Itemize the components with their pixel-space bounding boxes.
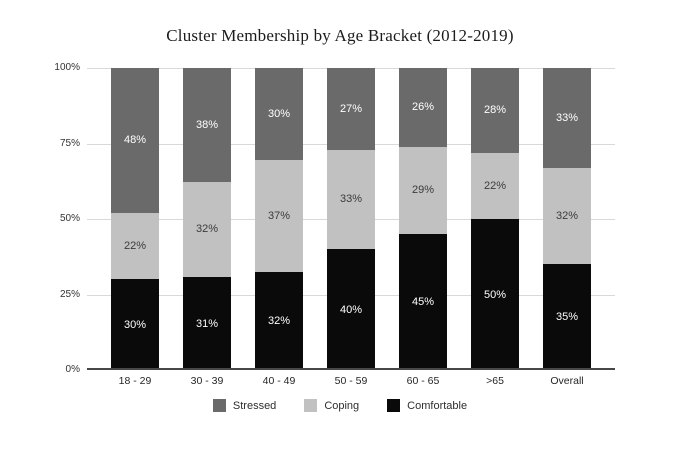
bar-segment: 22% — [471, 152, 519, 219]
legend: Stressed Coping Comfortable — [0, 399, 680, 412]
legend-item: Stressed — [212, 399, 277, 412]
bar-segment: 26% — [399, 68, 447, 147]
bar-column: 50% 22% 28% — [459, 68, 531, 370]
bar-segment: 32% — [255, 272, 303, 370]
bar-segment-label: 30% — [123, 318, 147, 331]
bar-segment: 37% — [255, 159, 303, 273]
legend-item: Coping — [304, 399, 359, 412]
bar-segment: 28% — [471, 68, 519, 153]
bar-segment: 31% — [183, 277, 231, 370]
bar-segment-label: 30% — [267, 107, 291, 120]
bar-column: 35% 32% 33% — [531, 68, 603, 370]
bar: 45% 29% 26% — [399, 68, 447, 370]
bar-segment-label: 31% — [195, 317, 219, 330]
x-tick-label: Overall — [550, 375, 584, 387]
legend-label: Comfortable — [407, 399, 468, 412]
bar-segment: 30% — [111, 279, 159, 370]
bar-segment-label: 28% — [483, 104, 507, 117]
bar-segment: 27% — [327, 68, 375, 150]
y-tick-label: 0% — [65, 364, 80, 375]
bar-segment: 40% — [327, 249, 375, 370]
x-tick-label: 30 - 39 — [190, 375, 224, 387]
bar-segment-label: 22% — [123, 240, 147, 253]
bar-segment: 50% — [471, 219, 519, 370]
bar-segment: 30% — [255, 68, 303, 160]
bar-segment-label: 40% — [339, 303, 363, 316]
bar-segment: 29% — [399, 146, 447, 235]
bar-segment-label: 35% — [555, 311, 579, 324]
bar-segment: 38% — [183, 68, 231, 182]
bar-segment: 32% — [183, 181, 231, 278]
bar-segment-label: 33% — [339, 193, 363, 206]
bar-segment-label: 32% — [195, 223, 219, 236]
bar-segment-label: 22% — [483, 179, 507, 192]
bar-segment: 32% — [543, 167, 591, 265]
bar-column: 32% 37% 30% — [243, 68, 315, 370]
x-tick-label: 40 - 49 — [262, 375, 296, 387]
bar-segment-label: 50% — [483, 288, 507, 301]
legend-label: Stressed — [232, 399, 277, 412]
bar-segment-label: 48% — [123, 134, 147, 147]
bar-segment-label: 32% — [555, 210, 579, 222]
bar: 31% 32% 38% — [183, 68, 231, 370]
x-tick-label: >65 — [486, 375, 504, 387]
bar-column: 30% 22% 48% — [99, 68, 171, 370]
y-axis-labels: 0% 25% 50% 75% 100% — [0, 62, 80, 375]
bar-column: 31% 32% 38% — [171, 68, 243, 370]
bar-segment: 33% — [543, 68, 591, 168]
plot-area: 30% 22% 48% 31% 32% 38% 32% 37% 30% 40% 33% 27% 45% 2… — [87, 68, 615, 370]
bar: 32% 37% 30% — [255, 68, 303, 370]
bar-segment-label: 29% — [411, 184, 435, 197]
legend-swatch-stressed — [212, 399, 226, 412]
chart-title: Cluster Membership by Age Bracket (2012-… — [166, 26, 514, 45]
y-tick-label: 75% — [59, 137, 80, 149]
bar: 50% 22% 28% — [471, 68, 519, 370]
y-tick-label: 50% — [59, 213, 80, 224]
bar-segment-label: 32% — [267, 315, 291, 328]
bar-segment-label: 26% — [411, 101, 435, 114]
x-axis-line — [87, 368, 615, 370]
bar-segment: 33% — [327, 149, 375, 250]
bar-segment-label: 45% — [411, 296, 435, 309]
x-axis-labels: 18 - 29 30 - 39 40 - 49 50 - 59 60 - 65 >65 Ov… — [87, 375, 615, 387]
x-tick-label: 50 - 59 — [334, 375, 368, 387]
bar-segment-label: 27% — [339, 102, 363, 115]
bar-segment: 22% — [111, 212, 159, 280]
bar: 40% 33% 27% — [327, 68, 375, 370]
legend-item: Comfortable — [387, 399, 467, 412]
legend-swatch-coping — [304, 399, 318, 412]
bar-segment-label: 33% — [555, 111, 579, 124]
bar: 35% 32% 33% — [543, 68, 591, 370]
x-tick-label: 60 - 65 — [406, 375, 440, 387]
bar-segment-label: 37% — [267, 209, 291, 222]
x-tick-label: 18 - 29 — [118, 375, 152, 387]
bar: 30% 22% 48% — [111, 68, 159, 370]
bar-column: 45% 29% 26% — [387, 68, 459, 370]
bar-segment: 45% — [399, 234, 447, 370]
bars-container: 30% 22% 48% 31% 32% 38% 32% 37% 30% 40% 33% 27% 45% 2… — [87, 68, 615, 370]
y-tick-label: 25% — [59, 288, 80, 300]
bar-segment: 48% — [111, 68, 159, 213]
bar-segment-label: 38% — [195, 118, 219, 131]
bar-column: 40% 33% 27% — [315, 68, 387, 370]
bar-segment: 35% — [543, 264, 591, 370]
legend-label: Coping — [324, 399, 360, 412]
y-tick-label: 100% — [54, 62, 80, 73]
legend-swatch-comfortable — [387, 399, 401, 412]
